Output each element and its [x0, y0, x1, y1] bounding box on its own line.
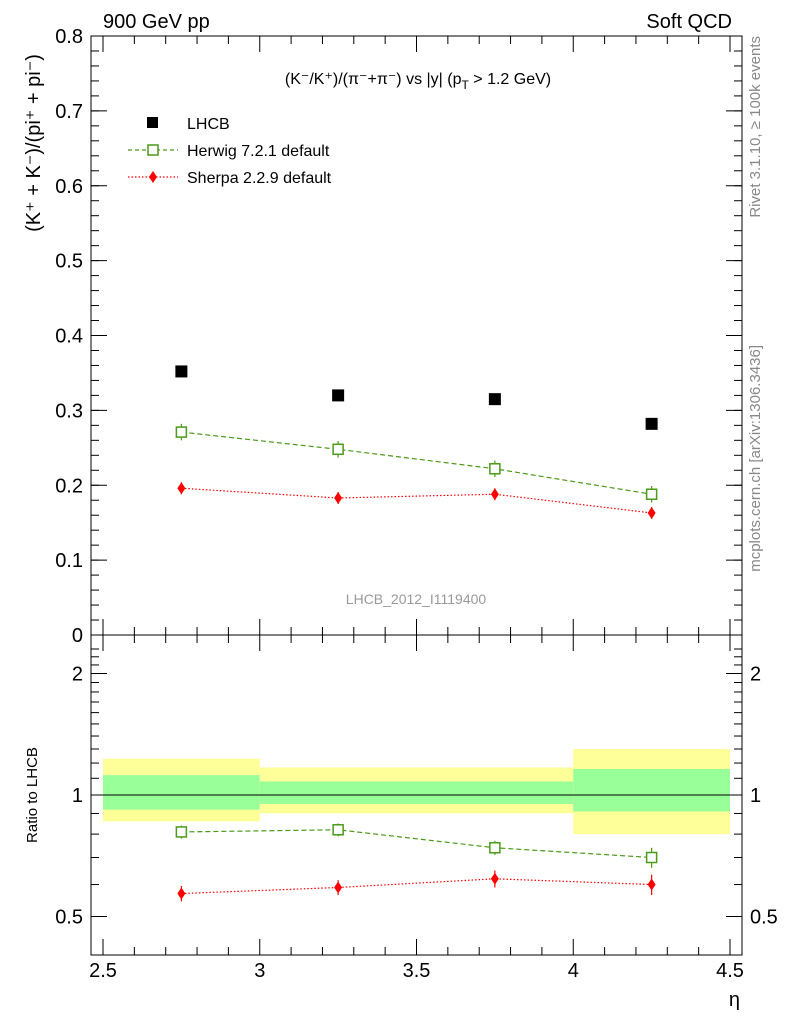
main-title: (K⁻/K⁺)/(π⁻+π⁻) vs |y| (pT > 1.2 GeV)	[285, 71, 551, 92]
ratio-y-tick-label: 0.5	[55, 907, 83, 929]
uncertainty-band-inner	[259, 781, 574, 804]
legend-label-lhcb: LHCB	[187, 116, 230, 133]
ratio-bands	[103, 749, 730, 835]
ratio-y-tick-label: 2	[72, 664, 83, 686]
x-axis-label: η	[729, 989, 740, 1011]
data-point	[488, 393, 501, 406]
x-tick-label: 2.5	[89, 960, 117, 982]
series-herwig	[175, 423, 658, 503]
legend: LHCB Herwig 7.2.1 default Sherpa 2.2.9 d…	[128, 116, 332, 187]
legend-marker-herwig	[147, 144, 159, 156]
data-point	[175, 365, 188, 378]
legend-label-herwig: Herwig 7.2.1 default	[187, 143, 330, 160]
series-lhcb	[175, 365, 658, 430]
series-sherpa	[177, 482, 656, 519]
x-tick-label: 3.5	[403, 960, 431, 982]
main-y-axis-label: (K⁺ + K⁻)/(pi⁺ + pi⁻)	[23, 54, 45, 232]
uncertainty-band-inner	[573, 768, 730, 812]
uncertainty-band-inner	[103, 775, 260, 810]
main-y-tick-label: 0	[72, 625, 83, 647]
ratio-series-sherpa	[177, 870, 656, 902]
ratio-point	[334, 881, 343, 894]
data-point	[332, 443, 344, 456]
data-point	[645, 488, 658, 500]
data-point	[175, 426, 188, 438]
main-y-tick-label: 0.7	[55, 101, 83, 123]
main-y-tick-label: 0.8	[55, 26, 83, 48]
watermark: LHCB_2012_I1119400	[346, 591, 487, 607]
ratio-point	[647, 878, 656, 891]
main-y-tick-label: 0.1	[55, 550, 83, 572]
ratio-point	[177, 887, 186, 900]
ratio-ticks	[91, 635, 742, 955]
ratio-series-herwig	[175, 823, 658, 868]
main-series	[175, 365, 658, 519]
ratio-y-tick-label-right: 1	[750, 785, 761, 807]
main-ticks	[91, 35, 742, 636]
ratio-y-tick-label-right: 0.5	[750, 907, 778, 929]
x-tick-label: 3	[254, 960, 265, 982]
data-point	[647, 506, 656, 519]
data-point	[332, 389, 345, 402]
series-line	[181, 431, 652, 495]
mcplots-label: mcplots.cern.ch [arXiv:1306.3436]	[747, 345, 764, 572]
legend-label-sherpa: Sherpa 2.2.9 default	[187, 170, 332, 187]
main-y-tick-label: 0.5	[55, 251, 83, 273]
data-point	[645, 417, 658, 430]
header-right: Soft QCD	[646, 11, 732, 33]
ratio-y-tick-label-right: 2	[750, 664, 761, 686]
x-tick-label: 4.5	[716, 960, 744, 982]
ratio-y-axis-label: Ratio to LHCB	[24, 747, 41, 843]
main-y-tick-label: 0.2	[55, 475, 83, 497]
header-left: 900 GeV pp	[103, 11, 210, 33]
ratio-series-line	[181, 878, 652, 895]
main-y-tick-label: 0.4	[55, 326, 83, 348]
ratio-series	[175, 823, 658, 902]
legend-marker-sherpa	[149, 171, 157, 183]
ratio-y-tick-labels: 0.5 0.5 1 1 2 2	[55, 664, 778, 929]
main-panel: 0 0.1 0.2 0.3 0.4 0.5 0.6 0.7 0.8 (K⁺ + K⁻)/(pi⁺…	[23, 26, 743, 647]
data-point	[334, 491, 343, 504]
ratio-series-line	[181, 829, 652, 859]
x-tick-label: 4	[568, 960, 579, 982]
data-point	[490, 488, 499, 501]
ratio-x-tick-labels: 2.5 3 3.5 4 4.5	[89, 960, 744, 982]
ratio-y-tick-label: 1	[72, 785, 83, 807]
ratio-point	[490, 872, 499, 885]
main-y-tick-label: 0.6	[55, 176, 83, 198]
ratio-point	[489, 842, 501, 854]
series-line	[181, 487, 652, 514]
ratio-point	[332, 824, 344, 836]
ratio-point	[645, 851, 658, 864]
rivet-label: Rivet 3.1.10, ≥ 100k events	[747, 36, 764, 218]
main-y-tick-label: 0.3	[55, 400, 83, 422]
main-y-tick-labels: 0 0.1 0.2 0.3 0.4 0.5 0.6 0.7 0.8	[55, 26, 83, 647]
ratio-panel: 0.5 0.5 1 1 2 2 2.5 3 3.5 4 4.5 Ratio to LHCB η	[24, 634, 778, 1011]
data-point	[177, 482, 186, 495]
legend-marker-lhcb	[147, 117, 158, 128]
ratio-point	[175, 826, 188, 838]
data-point	[489, 463, 501, 475]
